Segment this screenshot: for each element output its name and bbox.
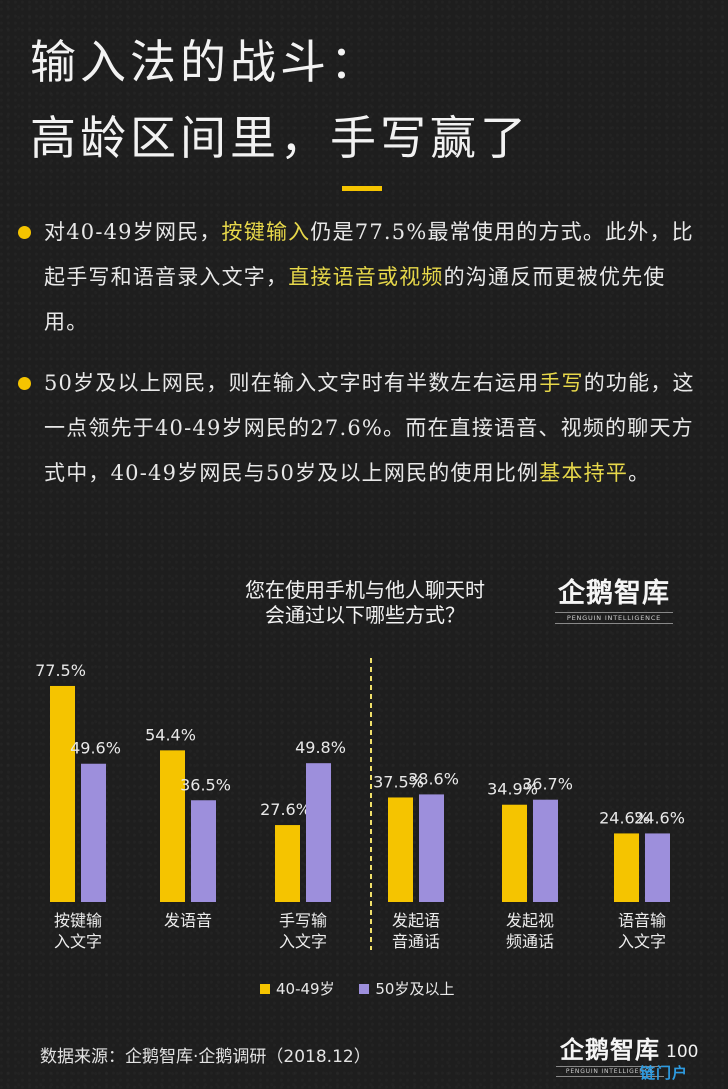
bar-series2: [419, 794, 444, 902]
bar-series2: [306, 763, 331, 902]
bar-series1: [502, 804, 527, 902]
chart-title: 您在使用手机与他人聊天时 会通过以下哪些方式？: [200, 578, 530, 628]
data-label: 24.6%: [634, 808, 685, 827]
category-label: 入文字: [279, 932, 327, 951]
logo-name: 企鹅智库: [560, 1036, 660, 1064]
legend-swatch-1: [260, 984, 270, 994]
bar-series2: [81, 763, 106, 902]
category-label: 语音输: [618, 911, 666, 930]
category-label: 音通话: [392, 932, 440, 951]
bullet-text: 的沟通反而更被优先使用。: [44, 265, 666, 334]
bullet-text: 。: [628, 461, 651, 485]
bullet-highlight: 基本持平: [539, 461, 629, 485]
legend-item-2: 50岁及以上: [359, 978, 454, 999]
bar-series2: [533, 799, 558, 902]
bullet-highlight: 按键输入: [221, 220, 311, 244]
legend-swatch-2: [359, 984, 370, 994]
category-label: 入文字: [618, 932, 666, 951]
category-label: 频通话: [506, 932, 554, 951]
data-label: 34.9%: [487, 780, 538, 799]
chart-legend: 40-49岁 50岁及以上: [260, 978, 474, 999]
penguin-logo-bottom: 企鹅智库 PENGUIN INTELLIGENCE: [556, 1036, 664, 1077]
data-label: 36.5%: [180, 775, 231, 794]
data-label: 49.6%: [70, 739, 121, 758]
title-line-1: 输入法的战斗：: [30, 35, 380, 89]
bullet-item-1: 对40-49岁网民，按键输入仍是77.5%最常使用的方式。此外，比起手写和语音录…: [14, 210, 704, 345]
data-label: 38.6%: [408, 769, 459, 788]
bullet-text: 的功能，这一点领先于40-49岁网民的27.6%。而在直接语音、视频的聊天方式中…: [44, 371, 695, 485]
page-title: 输入法的战斗： 高龄区间里，手写赢了: [30, 24, 530, 176]
data-label: 37.5%: [373, 772, 424, 791]
page-number: 100: [666, 1042, 699, 1062]
bullet-highlight: 手写: [539, 371, 584, 395]
bar-series2: [645, 833, 670, 902]
logo-name: 企鹅智库: [558, 578, 670, 609]
bullet-text: 仍是77.5%最常使用的方式。此外，比起手写和语音录入文字，: [44, 220, 694, 289]
category-label: 手写输: [279, 911, 327, 930]
bar-series1: [160, 750, 185, 902]
bullet-item-2: 50岁及以上网民，则在输入文字时有半数左右运用手写的功能，这一点领先于40-49…: [14, 361, 704, 496]
category-label: 发起视: [506, 911, 554, 930]
penguin-logo-top: 企鹅智库 PENGUIN INTELLIGENCE: [555, 578, 673, 624]
data-source: 数据来源：企鹅智库·企鹅调研（2018.12）: [40, 1047, 371, 1067]
bar-series1: [614, 833, 639, 902]
logo-subtitle: PENGUIN INTELLIGENCE: [556, 1066, 664, 1077]
bar-series1: [50, 685, 75, 902]
logo-subtitle: PENGUIN INTELLIGENCE: [555, 612, 673, 624]
bar-series1: [275, 825, 300, 902]
data-label: 77.5%: [35, 661, 86, 680]
bullet-list: 对40-49岁网民，按键输入仍是77.5%最常使用的方式。此外，比起手写和语音录…: [14, 210, 704, 512]
data-label: 24.6%: [599, 808, 650, 827]
chart-title-line-1: 您在使用手机与他人聊天时: [245, 578, 485, 602]
bullet-highlight: 直接语音或视频: [288, 265, 444, 289]
legend-item-1: 40-49岁: [260, 978, 335, 999]
legend-label-2: 50岁及以上: [375, 980, 455, 998]
bullet-text: 对40-49岁网民，: [44, 220, 222, 244]
category-label: 发起语: [392, 911, 440, 930]
category-label: 按键输: [54, 911, 102, 930]
watermark-logo: 链门户: [640, 1064, 689, 1082]
category-label: 发语音: [164, 911, 212, 930]
bar-series2: [191, 800, 216, 902]
legend-label-1: 40-49岁: [276, 980, 335, 998]
data-label: 36.7%: [522, 775, 573, 794]
title-line-2: 高龄区间里，手写赢了: [30, 111, 530, 165]
data-label: 54.4%: [145, 725, 196, 744]
bar-series1: [388, 797, 413, 902]
category-label: 入文字: [54, 932, 102, 951]
bullet-dot: [18, 226, 31, 239]
data-label: 27.6%: [260, 800, 311, 819]
bullet-dot: [18, 377, 31, 390]
bullet-text: 50岁及以上网民，则在输入文字时有半数左右运用: [44, 371, 540, 395]
data-label: 49.8%: [295, 738, 346, 757]
chart-title-line-2: 会通过以下哪些方式？: [265, 603, 465, 627]
title-underline: [342, 186, 382, 191]
